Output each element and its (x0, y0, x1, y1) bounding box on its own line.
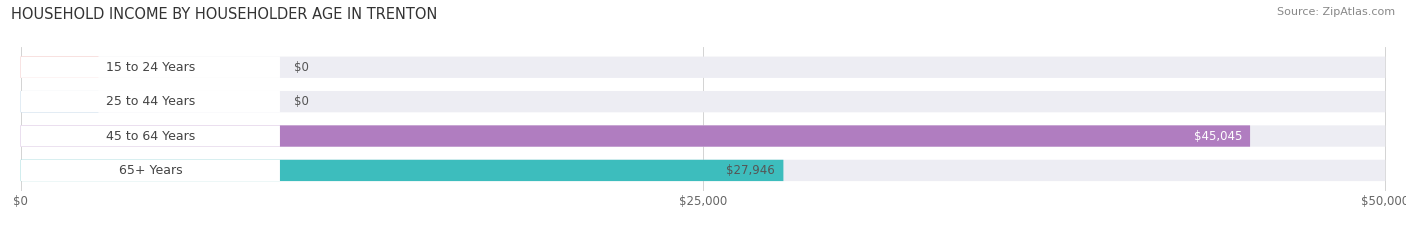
FancyBboxPatch shape (21, 125, 280, 147)
Text: 45 to 64 Years: 45 to 64 Years (105, 130, 195, 143)
FancyBboxPatch shape (21, 125, 1250, 147)
FancyBboxPatch shape (21, 91, 280, 112)
Text: Source: ZipAtlas.com: Source: ZipAtlas.com (1277, 7, 1395, 17)
Text: $45,045: $45,045 (1194, 130, 1241, 143)
FancyBboxPatch shape (21, 57, 280, 78)
Text: $0: $0 (294, 95, 308, 108)
FancyBboxPatch shape (21, 160, 1385, 181)
FancyBboxPatch shape (21, 160, 280, 181)
FancyBboxPatch shape (21, 125, 1385, 147)
Text: 65+ Years: 65+ Years (118, 164, 183, 177)
FancyBboxPatch shape (21, 91, 98, 112)
Text: 15 to 24 Years: 15 to 24 Years (105, 61, 195, 74)
FancyBboxPatch shape (21, 91, 1385, 112)
Text: HOUSEHOLD INCOME BY HOUSEHOLDER AGE IN TRENTON: HOUSEHOLD INCOME BY HOUSEHOLDER AGE IN T… (11, 7, 437, 22)
Text: $27,946: $27,946 (727, 164, 775, 177)
Text: $0: $0 (294, 61, 308, 74)
FancyBboxPatch shape (21, 57, 98, 78)
FancyBboxPatch shape (21, 160, 783, 181)
FancyBboxPatch shape (21, 57, 1385, 78)
Text: 25 to 44 Years: 25 to 44 Years (105, 95, 195, 108)
